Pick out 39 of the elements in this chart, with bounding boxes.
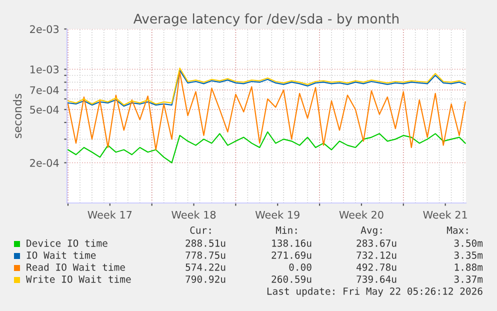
text: Min:	[276, 226, 297, 234]
text: 574.22u	[186, 263, 226, 271]
text: 0.00	[289, 263, 312, 271]
text: 283.67u	[356, 239, 396, 247]
chart-title: Average latency for /dev/sda - by month	[133, 13, 399, 26]
text: 260.59u	[272, 275, 312, 283]
text: Last update: Fri May 22 05:26:12 2026	[267, 287, 482, 297]
text: 3.50m	[454, 239, 483, 247]
text: 288.51u	[186, 239, 226, 247]
x-tick-label: Week 21	[423, 210, 467, 219]
line-series	[67, 72, 466, 150]
y-tick-label: 7e-04	[30, 86, 59, 94]
text: 3.35m	[454, 251, 483, 259]
x-tick-label: Week 18	[172, 210, 216, 219]
legend-label: Write IO Wait time	[26, 275, 131, 283]
text: 790.92u	[186, 275, 226, 283]
legend-label: Device IO time	[26, 239, 108, 247]
text: 739.64u	[356, 275, 396, 283]
y-tick-label: 2e-04	[30, 158, 59, 167]
text: 3.37m	[454, 275, 483, 283]
text: 271.69u	[272, 251, 312, 259]
line-series	[67, 131, 466, 164]
text: 138.16u	[272, 239, 312, 247]
text: 492.78u	[356, 263, 396, 271]
text: 732.12u	[356, 251, 396, 259]
y-tick-label: 1e-03	[30, 65, 59, 74]
y-tick-label: 5e-04	[30, 106, 59, 114]
x-tick-label: Week 20	[339, 210, 384, 219]
text: 1.88m	[454, 263, 483, 271]
x-tick-label: Week 17	[88, 210, 132, 219]
text: Max:	[446, 226, 468, 234]
text: Avg:	[360, 226, 382, 236]
text: 778.75u	[186, 251, 226, 259]
legend-label: Read IO Wait time	[26, 263, 125, 271]
y-tick-label: 2e-03	[30, 25, 59, 34]
y-axis-title: seconds	[13, 94, 22, 138]
x-tick-label: Week 19	[255, 210, 300, 219]
text: Cur:	[190, 226, 211, 234]
legend-label: IO Wait time	[26, 251, 96, 259]
